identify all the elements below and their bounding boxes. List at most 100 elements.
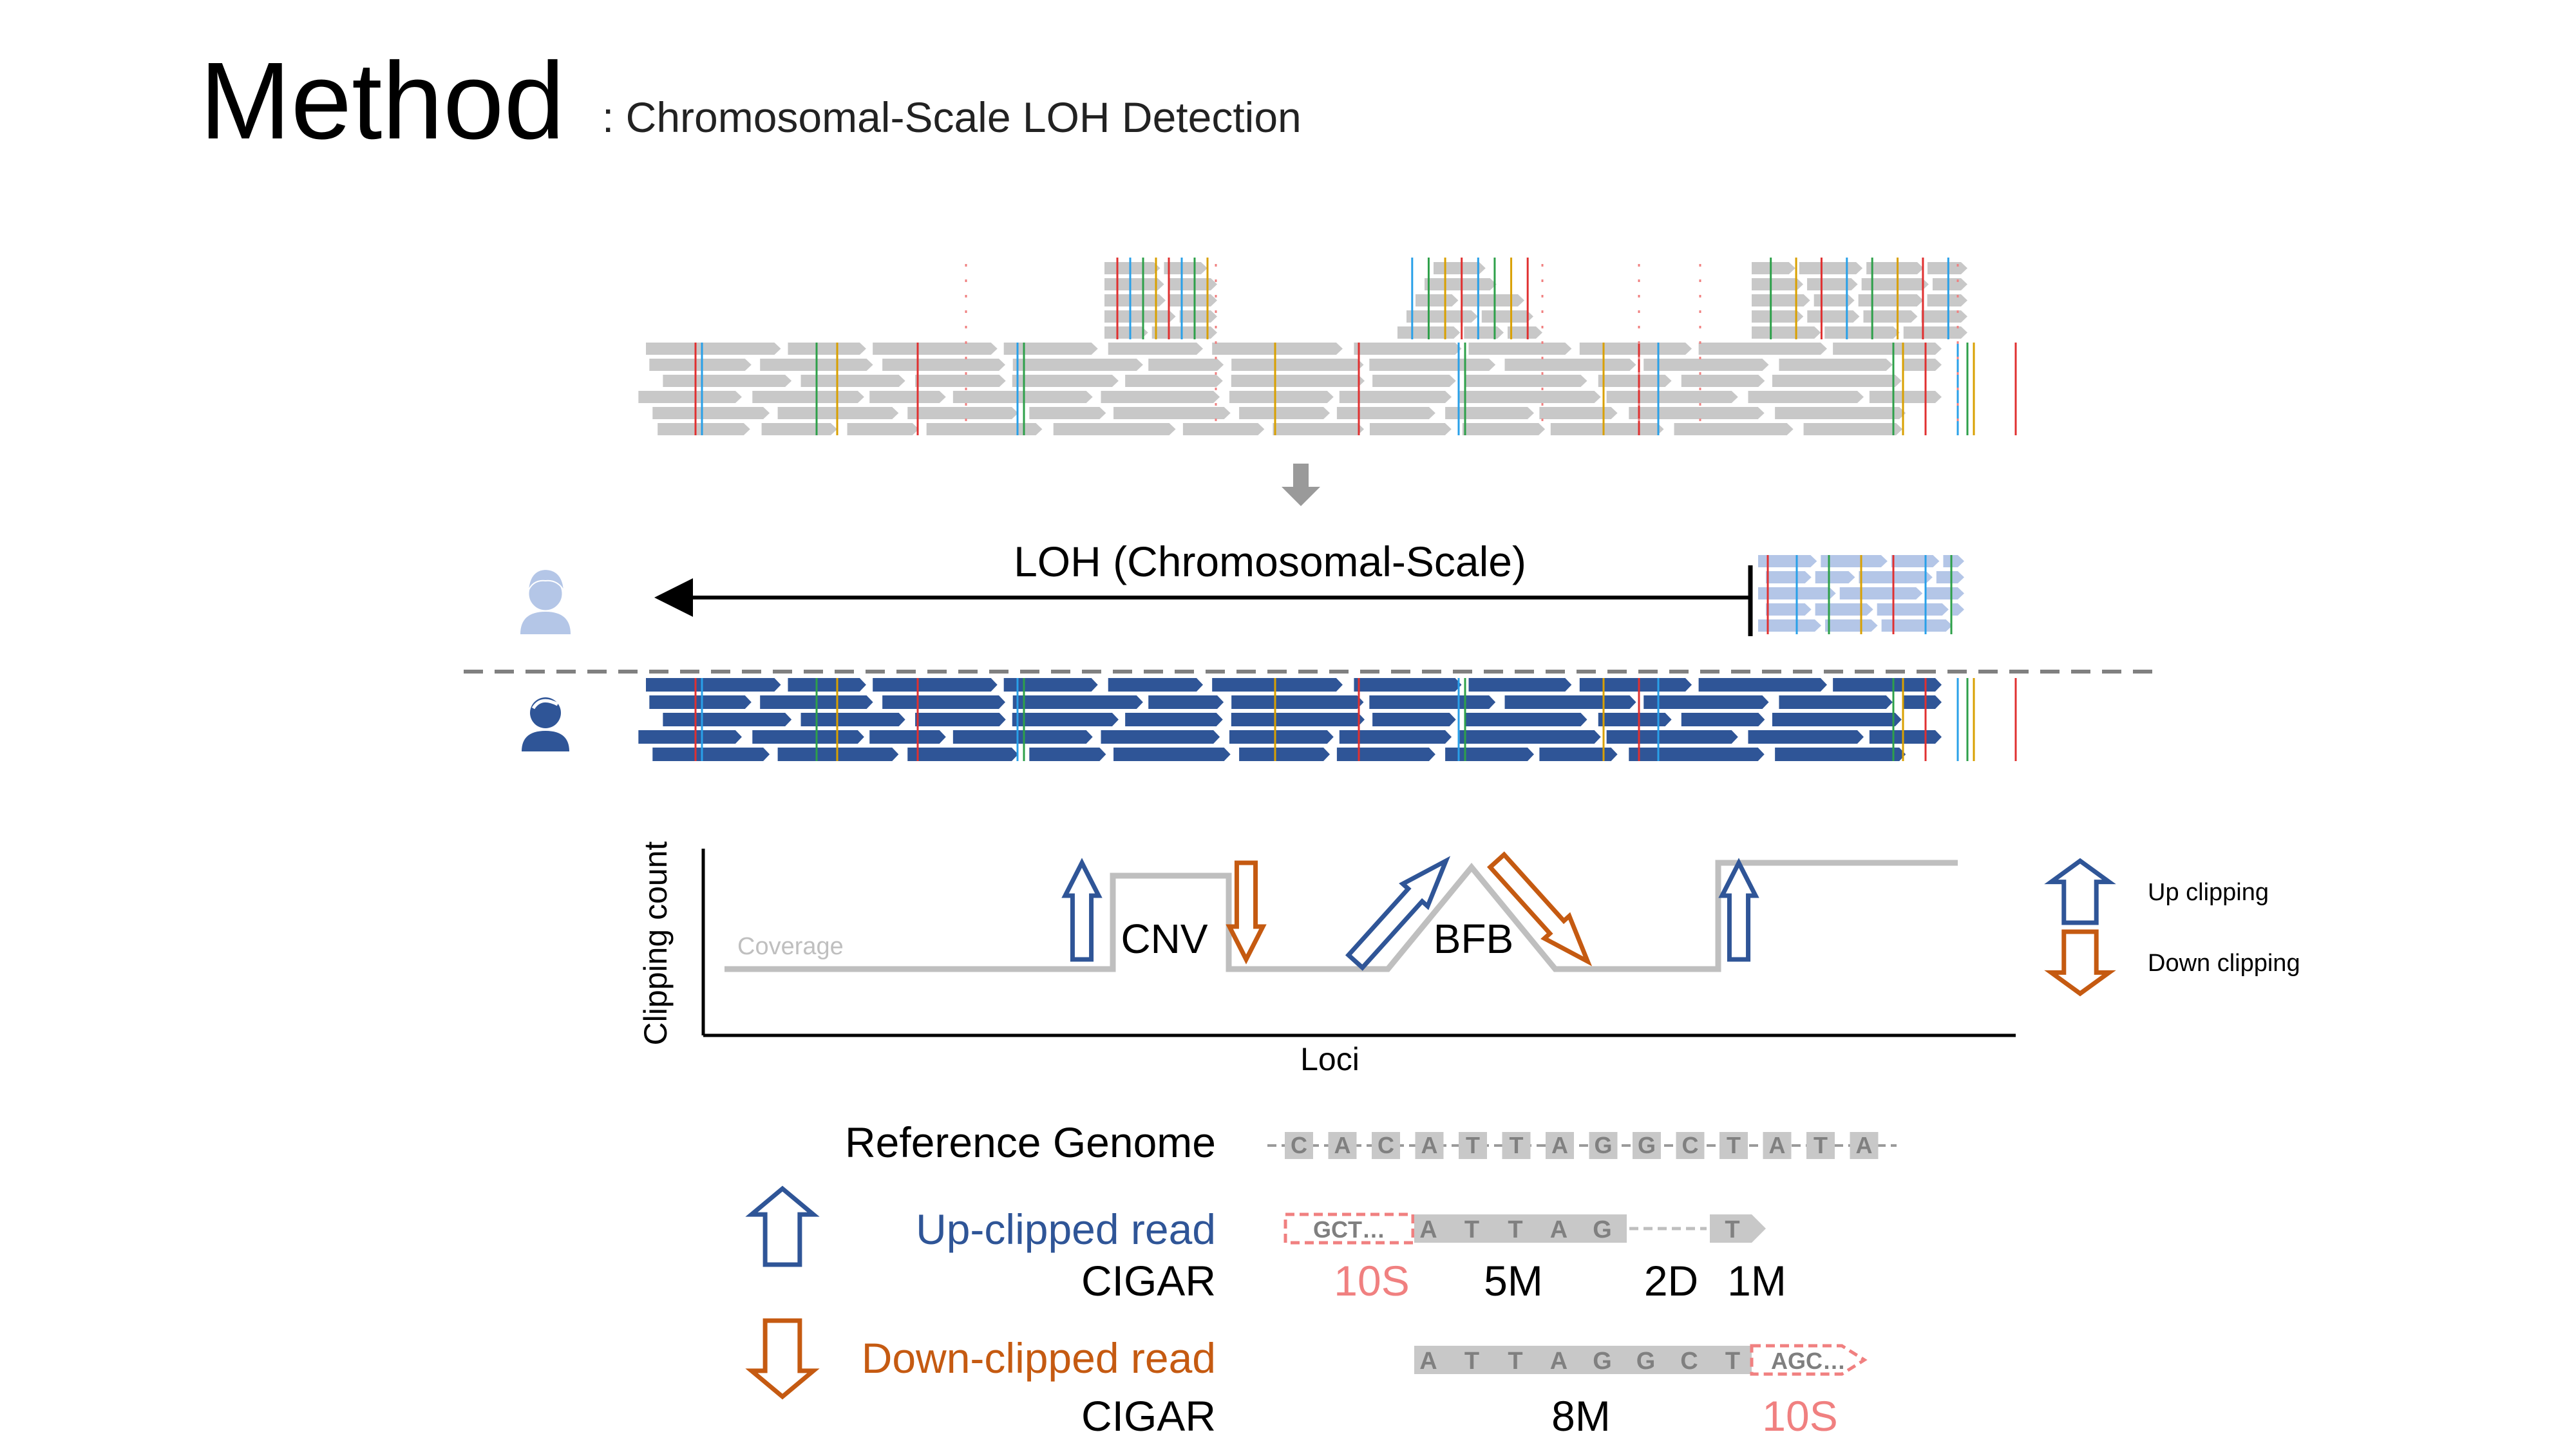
reference-base-box — [1719, 1132, 1748, 1159]
plot-y-label: Clipping count — [638, 841, 674, 1045]
gray-read — [1212, 343, 1343, 355]
reference-base: T — [1727, 1132, 1741, 1158]
up-read-base: G — [1593, 1216, 1612, 1243]
dark-blue-read — [1339, 730, 1452, 744]
dark-blue-read — [873, 678, 998, 692]
down-read-base: G — [1636, 1348, 1656, 1375]
dark-blue-read — [1229, 730, 1334, 744]
gray-read — [1629, 407, 1765, 419]
stacked-read — [1858, 294, 1924, 306]
down-read-base: A — [1550, 1348, 1567, 1375]
clipping-plot: Clipping count Loci Coverage CNV BFB — [638, 841, 2016, 1077]
light-blue-read — [1839, 587, 1923, 599]
up-clip-text: GCT… — [1313, 1216, 1385, 1243]
dark-blue-read — [1369, 695, 1496, 709]
reference-base: C — [1378, 1132, 1394, 1158]
up-read-tail — [1710, 1214, 1766, 1243]
dark-blue-read — [1354, 678, 1462, 692]
reference-base-box — [1850, 1132, 1879, 1159]
stacked-read — [1752, 310, 1804, 323]
up-read-base: T — [1508, 1216, 1522, 1243]
dark-blue-read — [752, 730, 864, 744]
gray-read — [847, 423, 919, 435]
dark-blue-read — [952, 730, 1093, 744]
stacked-read — [1932, 278, 1967, 290]
up-cigar-label: CIGAR — [1081, 1257, 1216, 1305]
gray-read — [1833, 343, 1942, 355]
light-blue-read — [1859, 571, 1933, 583]
light-blue-read — [1936, 571, 1964, 583]
gray-read — [1550, 423, 1664, 435]
gray-read — [1239, 407, 1331, 419]
reference-label: Reference Genome — [845, 1118, 1216, 1166]
stacked-read — [1168, 278, 1217, 290]
gray-read — [926, 423, 1043, 435]
stacked-read — [1104, 278, 1164, 290]
gray-read — [645, 343, 781, 355]
stacked-read — [1425, 278, 1497, 290]
reference-base-box — [1676, 1132, 1705, 1159]
gray-read — [1012, 359, 1143, 371]
gray-read — [1539, 407, 1618, 419]
reference-base-box — [1502, 1132, 1531, 1159]
gray-read — [1339, 391, 1452, 403]
legend-down-arrow-icon — [2044, 929, 2116, 997]
dark-blue-read — [1775, 748, 1906, 761]
gray-read — [1029, 407, 1106, 419]
gray-read — [1465, 375, 1587, 387]
light-blue-read — [1891, 555, 1940, 567]
gray-read — [1803, 423, 1903, 435]
dark-blue-read — [1698, 678, 1827, 692]
stacked-read — [1104, 326, 1148, 339]
down-cigar-clip: 10S — [1762, 1392, 1837, 1440]
gray-read — [882, 359, 1006, 371]
up-cigar-clip: 10S — [1334, 1257, 1409, 1305]
legend-down-label: Down clipping — [2148, 950, 2300, 977]
reference-base: A — [1769, 1132, 1786, 1158]
stacked-read — [1927, 294, 1967, 306]
reference-base-box — [1459, 1132, 1487, 1159]
gray-read — [1231, 375, 1365, 387]
dark-blue-read — [1012, 713, 1119, 726]
dark-blue-read — [1372, 713, 1456, 726]
up-read-base: A — [1419, 1216, 1437, 1243]
dark-blue-read — [1748, 730, 1864, 744]
reference-base: T — [1814, 1132, 1828, 1158]
gray-read — [1336, 407, 1435, 419]
stacked-read — [1752, 278, 1804, 290]
dark-blue-read — [788, 678, 866, 692]
reference-base: T — [1510, 1132, 1524, 1158]
dark-blue-read — [915, 713, 1006, 726]
dark-blue-read — [1869, 730, 1942, 744]
up-cigar-tail: 1M — [1727, 1257, 1786, 1305]
gray-read — [1674, 423, 1794, 435]
reference-base-box — [1372, 1132, 1400, 1159]
gray-read — [1053, 423, 1176, 435]
dark-blue-read — [1629, 748, 1765, 761]
dark-blue-read — [1504, 695, 1636, 709]
light-blue-read — [1758, 619, 1822, 632]
read-pileup-normal — [1758, 555, 1964, 634]
reference-base: C — [1682, 1132, 1699, 1158]
dark-blue-read — [869, 730, 946, 744]
gray-read — [1462, 423, 1546, 435]
gray-read — [1012, 375, 1119, 387]
up-read-label: Up-clipped read — [916, 1205, 1216, 1253]
dark-blue-read — [1539, 748, 1618, 761]
gray-read — [1468, 343, 1572, 355]
light-blue-read — [1877, 603, 1949, 616]
dark-blue-read — [1445, 748, 1534, 761]
dark-blue-read — [1465, 713, 1587, 726]
stacked-read — [1799, 262, 1863, 274]
stacked-read — [1752, 262, 1795, 274]
gray-read — [652, 407, 770, 419]
gray-read — [1101, 391, 1220, 403]
stacked-read — [1807, 310, 1860, 323]
reference-base: A — [1856, 1132, 1873, 1158]
gray-read — [1902, 359, 1942, 371]
stacked-read — [1164, 262, 1208, 274]
light-blue-read — [1815, 603, 1873, 616]
dark-blue-read — [800, 713, 905, 726]
stacked-read — [1903, 326, 1967, 339]
